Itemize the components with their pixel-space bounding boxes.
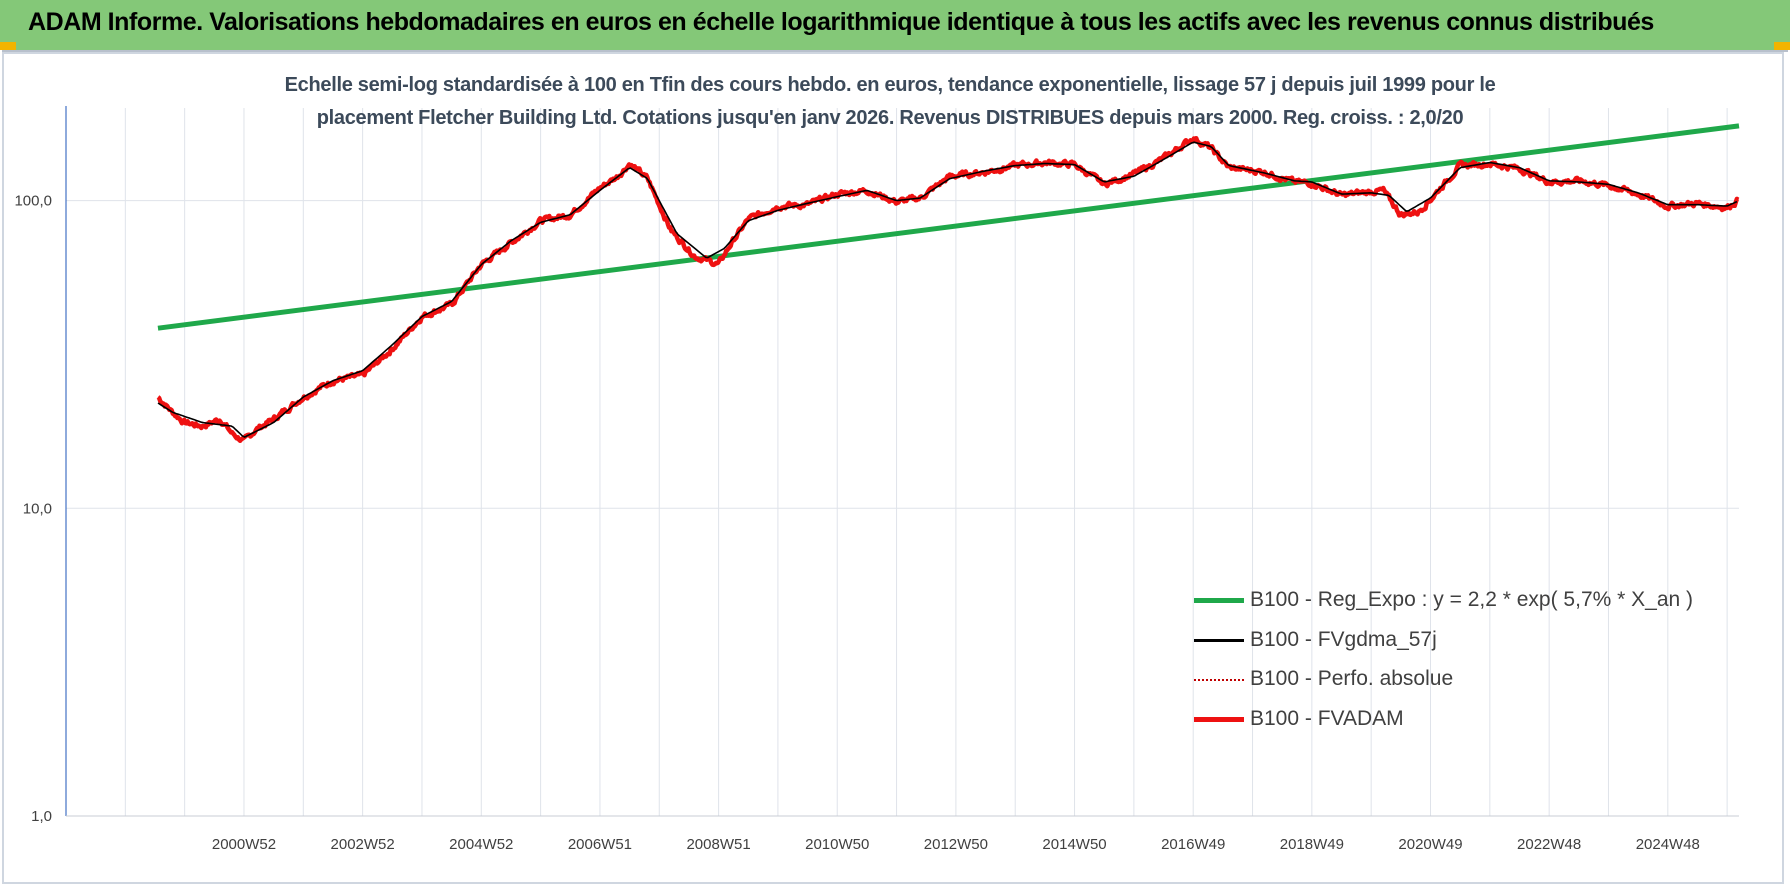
corner-marker-right (1774, 42, 1790, 50)
chart-title-line-2: placement Fletcher Building Ltd. Cotatio… (316, 107, 1464, 129)
legend-swatch-perfo (1194, 679, 1244, 681)
header-banner: ADAM Informe. Valorisations hebdomadaire… (0, 0, 1790, 50)
x-tick-label: 2016W49 (1161, 836, 1225, 853)
frame-top-line (2, 50, 1788, 52)
legend-swatch-trend (1194, 598, 1244, 603)
series-fvadam-line (156, 135, 1740, 444)
x-tick-label: 2014W50 (1042, 836, 1106, 853)
series-layer (156, 123, 1740, 444)
x-tick-label: 2006W51 (568, 836, 632, 853)
x-tick-label: 2000W52 (212, 836, 276, 853)
legend-label-fvgdma: B100 - FVgdma_57j (1250, 628, 1437, 651)
chart-frame (2, 52, 1784, 884)
x-tick-label: 2004W52 (449, 836, 513, 853)
legend-swatch-fvadam (1194, 717, 1244, 722)
legend-label-perfo: B100 - Perfo. absolue (1250, 667, 1454, 690)
x-tick-label: 2010W50 (805, 836, 869, 853)
legend-label-trend: B100 - Reg_Expo : y = 2,2 * exp( 5,7% * … (1250, 588, 1694, 611)
legend-swatch-fvgdma (1194, 639, 1244, 642)
legend-label-fvadam: B100 - FVADAM (1250, 707, 1404, 730)
x-tick-label: 2018W49 (1280, 836, 1344, 853)
series-fvgdma-line (157, 141, 1738, 438)
y-tick-label: 100,0 (14, 193, 52, 210)
x-tick-label: 2022W48 (1517, 836, 1581, 853)
axis-layer (65, 106, 1739, 817)
corner-marker-left (0, 42, 16, 50)
chart-title-line-1: Echelle semi-log standardisée à 100 en T… (284, 74, 1496, 96)
tick-label-layer: 100,0 10,0 1,0 2000W52 2002W52 2004W52 2006W51… (14, 193, 1699, 853)
page-title: ADAM Informe. Valorisations hebdomadaire… (28, 8, 1654, 36)
y-tick-label: 10,0 (23, 500, 52, 517)
y-tick-label: 1,0 (31, 808, 52, 825)
x-tick-label: 2024W48 (1636, 836, 1700, 853)
x-tick-label: 2008W51 (686, 836, 750, 853)
x-tick-label: 2002W52 (331, 836, 395, 853)
x-tick-label: 2012W50 (924, 836, 988, 853)
x-tick-label: 2020W49 (1398, 836, 1462, 853)
series-trend-line (157, 123, 1740, 331)
grid-layer (65, 108, 1739, 817)
